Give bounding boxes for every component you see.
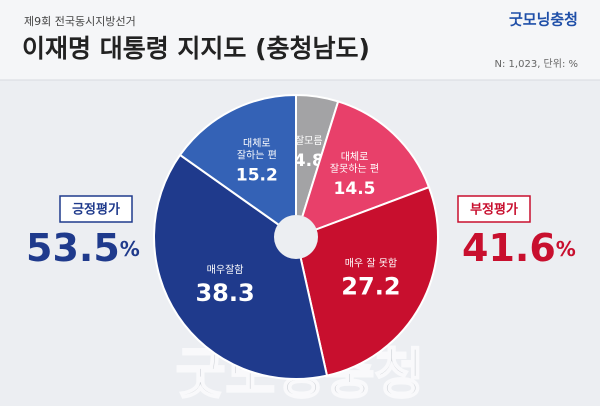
slice-label: 대체로 bbox=[341, 151, 369, 163]
slice-label: 매우 잘 못함 bbox=[345, 258, 397, 270]
slice-value: 15.2 bbox=[236, 165, 278, 185]
slice-label: 대체로 bbox=[243, 137, 271, 149]
slice-value: 14.5 bbox=[334, 179, 376, 199]
summary-number: 53.5 bbox=[26, 226, 120, 270]
logo: 굿모닝충청 bbox=[509, 11, 578, 29]
slice bbox=[294, 100, 431, 239]
slice-label: 잘하는 편 bbox=[237, 148, 277, 161]
note: N: 1,023, 단위: % bbox=[495, 57, 578, 70]
summary-unit: % bbox=[556, 237, 576, 261]
slice-label: 잘모름 bbox=[295, 135, 323, 147]
summary-value: 41.6% bbox=[462, 226, 576, 270]
summary-value: 53.5% bbox=[26, 226, 140, 270]
summary-unit: % bbox=[120, 237, 140, 261]
kicker: 제9회 전국동시지방선거 bbox=[24, 15, 136, 28]
summary-label: 부정평가 bbox=[470, 202, 518, 218]
slice bbox=[153, 153, 329, 380]
slice bbox=[294, 185, 439, 377]
slice-label: 잘못하는 편 bbox=[330, 162, 379, 175]
slice-value: 4.8 bbox=[294, 151, 324, 171]
slice-label: 매우잘함 bbox=[207, 264, 244, 276]
slice-value: 38.3 bbox=[195, 279, 254, 307]
header bbox=[0, 0, 600, 80]
chart-title: 이재명 대통령 지지도 (충청남도) bbox=[22, 34, 370, 63]
summary-label: 긍정평가 bbox=[72, 202, 120, 218]
summary-number: 41.6 bbox=[462, 226, 556, 270]
summary-box bbox=[59, 195, 133, 223]
donut-hole bbox=[274, 215, 318, 259]
slice bbox=[178, 93, 297, 239]
slice-value: 27.2 bbox=[341, 273, 400, 301]
summary-box bbox=[457, 195, 531, 223]
